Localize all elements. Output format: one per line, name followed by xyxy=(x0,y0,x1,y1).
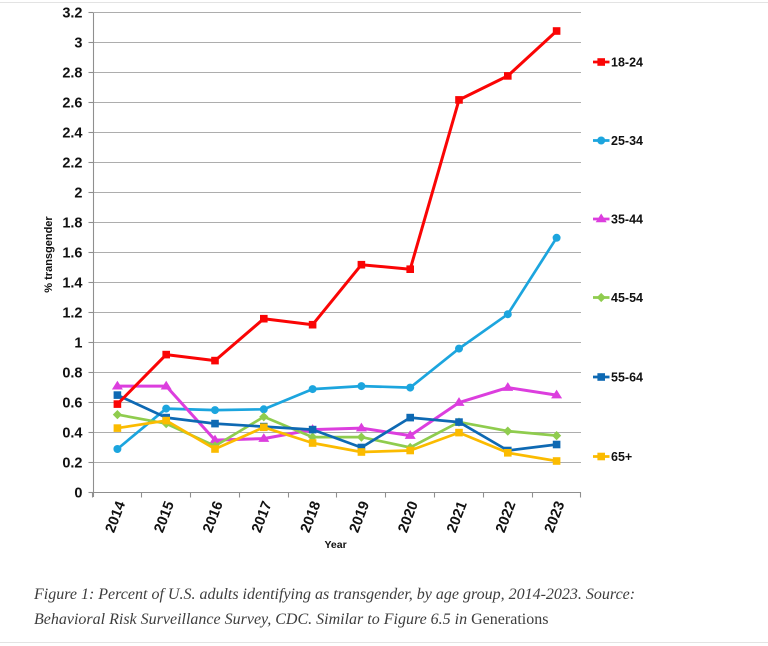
svg-text:35-44: 35-44 xyxy=(611,213,643,227)
svg-text:2016: 2016 xyxy=(200,499,227,535)
svg-text:2: 2 xyxy=(74,186,82,202)
svg-text:65+: 65+ xyxy=(611,450,632,464)
svg-text:0.4: 0.4 xyxy=(62,426,82,442)
svg-text:Year: Year xyxy=(324,539,346,551)
svg-text:2019: 2019 xyxy=(347,499,374,535)
svg-text:2.6: 2.6 xyxy=(62,96,82,112)
svg-text:1.4: 1.4 xyxy=(62,276,82,292)
svg-text:1.8: 1.8 xyxy=(62,216,82,232)
svg-text:2015: 2015 xyxy=(151,499,178,535)
svg-text:% transgender: % transgender xyxy=(43,216,55,293)
svg-text:18-24: 18-24 xyxy=(611,56,643,70)
svg-text:0.8: 0.8 xyxy=(62,366,82,382)
svg-text:2.8: 2.8 xyxy=(62,66,82,82)
svg-text:25-34: 25-34 xyxy=(611,134,643,148)
svg-text:45-54: 45-54 xyxy=(611,291,643,305)
svg-text:3.2: 3.2 xyxy=(62,6,82,22)
svg-text:55-64: 55-64 xyxy=(611,371,643,385)
svg-text:0: 0 xyxy=(74,486,82,502)
svg-text:1.2: 1.2 xyxy=(62,306,82,322)
svg-text:2021: 2021 xyxy=(444,499,471,535)
svg-text:2.4: 2.4 xyxy=(62,126,82,142)
svg-text:2017: 2017 xyxy=(249,499,276,535)
svg-text:2020: 2020 xyxy=(395,499,422,535)
svg-text:0.6: 0.6 xyxy=(62,396,82,412)
svg-text:2023: 2023 xyxy=(542,499,569,535)
svg-text:2014: 2014 xyxy=(103,499,130,535)
svg-text:2.2: 2.2 xyxy=(62,156,82,172)
svg-text:1: 1 xyxy=(74,336,82,352)
svg-text:2018: 2018 xyxy=(298,499,325,535)
svg-text:1.6: 1.6 xyxy=(62,246,82,262)
svg-text:3: 3 xyxy=(74,36,82,52)
svg-text:2022: 2022 xyxy=(493,499,520,535)
svg-text:0.2: 0.2 xyxy=(62,456,82,472)
